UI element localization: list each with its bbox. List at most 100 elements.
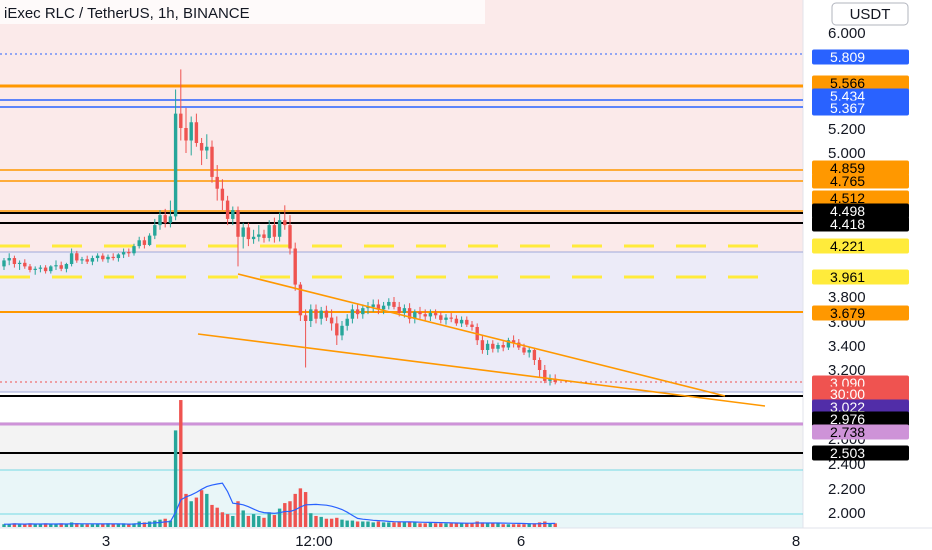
candle-body — [522, 347, 526, 353]
price-badge[interactable]: 4.512 — [812, 190, 909, 206]
volume-bar — [33, 524, 37, 527]
trend-line-lower[interactable] — [197, 333, 766, 407]
price-badge[interactable]: 2.738 — [812, 424, 909, 440]
x-tick-6: 6 — [517, 533, 525, 550]
candle-body — [106, 256, 110, 260]
volume-bar — [179, 400, 183, 527]
candle — [59, 261, 63, 272]
price-badge[interactable]: 2.503 — [812, 445, 909, 461]
candle — [64, 262, 69, 273]
volume-bar — [288, 501, 292, 527]
candle-body — [194, 122, 199, 143]
candle-body — [345, 318, 349, 326]
candle — [225, 195, 230, 226]
price-badge[interactable]: 5.809 — [812, 49, 909, 65]
price-badge[interactable]: 4.859 — [812, 160, 909, 176]
price-badge[interactable]: 4.765 — [812, 173, 909, 189]
candle — [537, 357, 542, 377]
volume-ma-line — [4, 482, 556, 525]
candle — [158, 210, 162, 230]
candle-body — [137, 240, 141, 247]
volume-bar — [2, 524, 6, 527]
candle-body — [402, 308, 407, 314]
candle — [303, 309, 308, 368]
price-badge[interactable]: 4.418 — [812, 216, 909, 232]
candle-body — [537, 360, 542, 370]
y-tick-5000: 5.000 — [828, 145, 866, 162]
volume-bar — [340, 519, 344, 527]
candle-body — [189, 122, 193, 141]
price-badge[interactable]: 30:00 — [812, 386, 909, 402]
candle-body — [49, 266, 53, 272]
y-tick-3200: 3.200 — [828, 362, 866, 379]
volume-bar — [251, 514, 256, 527]
candle-body — [267, 225, 271, 238]
candle-body — [444, 317, 448, 320]
volume-bar — [329, 518, 334, 527]
candle-body — [376, 304, 381, 310]
volume-bar — [23, 524, 27, 527]
candle-body — [215, 176, 219, 189]
volume-bar — [199, 490, 204, 527]
price-badge[interactable]: 3.022 — [812, 399, 909, 415]
candle — [309, 304, 313, 327]
trend-line-upper[interactable] — [237, 273, 726, 397]
price-badge[interactable]: 4.221 — [812, 238, 909, 254]
price-badge-bg — [812, 269, 909, 285]
candle-body — [454, 318, 459, 324]
price-badge[interactable]: 3.961 — [812, 269, 909, 285]
candle — [236, 206, 240, 267]
price-badge[interactable]: 5.566 — [812, 75, 909, 91]
candle-body — [491, 343, 495, 349]
volume-bar — [522, 524, 526, 527]
candle — [33, 266, 37, 275]
candle-body — [387, 301, 391, 306]
candle-body — [392, 301, 396, 307]
volume-bar — [418, 523, 422, 527]
candle — [116, 253, 121, 262]
currency-label: USDT — [850, 6, 891, 23]
price-badge[interactable]: 3.679 — [812, 305, 909, 321]
volume-bar — [225, 514, 230, 527]
candle-body — [418, 311, 422, 315]
candle — [439, 311, 443, 324]
price-badge-label: 3.961 — [830, 269, 865, 285]
volume-bar — [184, 493, 188, 527]
price-badge[interactable]: 2.976 — [812, 411, 909, 427]
candle-body — [293, 248, 297, 285]
volume-bar — [537, 522, 542, 527]
price-badge-label: 5.434 — [830, 88, 865, 104]
currency-box[interactable] — [831, 2, 909, 26]
price-badge[interactable]: 4.498 — [812, 203, 909, 219]
candle — [449, 313, 453, 323]
price-badge[interactable]: 5.434 — [812, 88, 909, 104]
price-badge-label: 3.679 — [830, 305, 865, 321]
candle — [407, 303, 412, 324]
y-tick-6000: 6.000 — [828, 25, 866, 42]
time-axis[interactable]: 3 12:00 6 8 — [102, 533, 800, 550]
currency-selector[interactable]: USDT — [831, 2, 909, 26]
volume-bar — [220, 512, 225, 527]
candle-body — [355, 309, 360, 315]
candle — [132, 243, 136, 256]
candle-body — [64, 264, 69, 269]
volume-bar — [319, 516, 323, 527]
candle-body — [423, 314, 427, 317]
price-badge-label: 4.859 — [830, 160, 865, 176]
candle-body — [283, 220, 287, 226]
candle — [220, 179, 225, 211]
candle-body — [314, 309, 318, 319]
candle — [168, 200, 173, 228]
volume-bar — [153, 520, 157, 527]
price-badge-label: 4.221 — [830, 238, 865, 254]
price-badge[interactable]: 5.367 — [812, 100, 909, 116]
candle — [210, 140, 214, 183]
candle — [75, 250, 79, 263]
volume-bar — [392, 522, 396, 527]
candle — [485, 340, 490, 355]
volume-bar — [501, 524, 505, 527]
candle-body — [277, 220, 282, 237]
candle — [506, 337, 511, 350]
candle — [205, 134, 209, 160]
